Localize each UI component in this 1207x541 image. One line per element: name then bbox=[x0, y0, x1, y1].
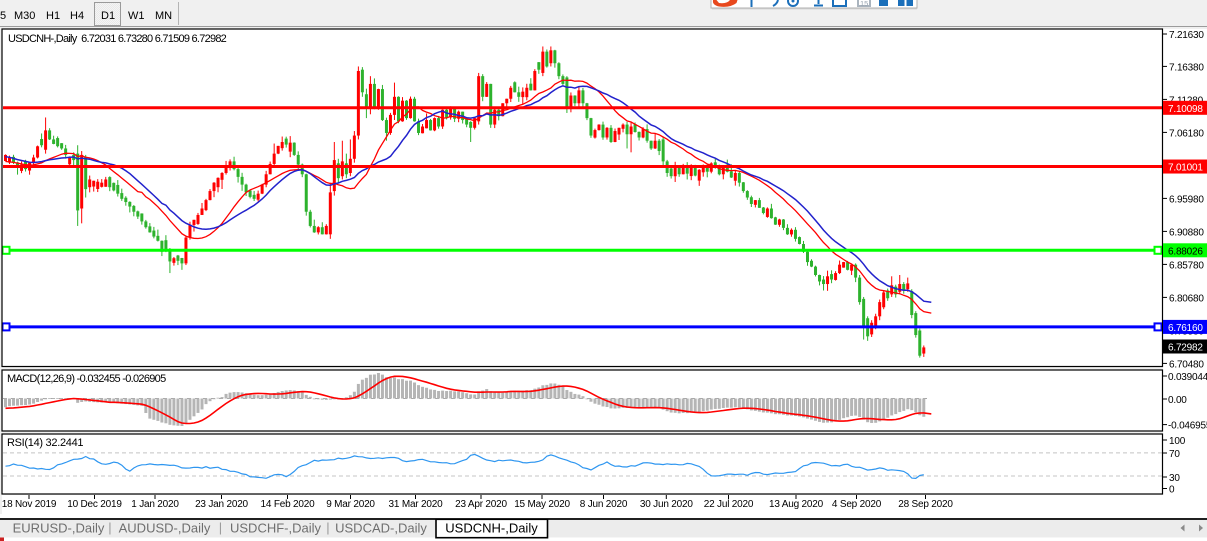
svg-text:6.90880: 6.90880 bbox=[1169, 227, 1204, 238]
svg-text:22 Jul 2020: 22 Jul 2020 bbox=[704, 499, 754, 510]
svg-text:EURUSD-,Daily: EURUSD-,Daily bbox=[13, 521, 105, 536]
svg-text:1 Jan 2020: 1 Jan 2020 bbox=[131, 499, 179, 510]
svg-text:14 Feb 2020: 14 Feb 2020 bbox=[261, 499, 316, 510]
svg-text:6.72982: 6.72982 bbox=[1168, 343, 1203, 354]
svg-text:0.039044: 0.039044 bbox=[1168, 372, 1207, 383]
svg-text:6.88026: 6.88026 bbox=[1168, 246, 1203, 257]
svg-text:7.10098: 7.10098 bbox=[1168, 104, 1203, 115]
svg-text:18 Nov 2019: 18 Nov 2019 bbox=[2, 499, 57, 510]
svg-text:USDCNH-,Daily: USDCNH-,Daily bbox=[445, 521, 538, 536]
svg-text:|: | bbox=[108, 520, 111, 535]
svg-text:23 Jan 2020: 23 Jan 2020 bbox=[195, 499, 248, 510]
svg-text:10 Dec 2019: 10 Dec 2019 bbox=[67, 499, 122, 510]
svg-text:M30: M30 bbox=[14, 10, 35, 22]
svg-text:30 Jun 2020: 30 Jun 2020 bbox=[640, 499, 693, 510]
svg-text:7.01001: 7.01001 bbox=[1168, 163, 1203, 174]
svg-text:100: 100 bbox=[1169, 436, 1186, 447]
svg-text:|: | bbox=[219, 520, 222, 535]
svg-text:7.06180: 7.06180 bbox=[1169, 128, 1204, 139]
svg-text:0.00: 0.00 bbox=[1168, 395, 1187, 406]
svg-text:70: 70 bbox=[1169, 449, 1180, 460]
svg-text:USDCHF-,Daily: USDCHF-,Daily bbox=[230, 521, 322, 536]
svg-text:4 Sep 2020: 4 Sep 2020 bbox=[832, 499, 882, 510]
svg-text:-0.046955: -0.046955 bbox=[1168, 421, 1207, 432]
svg-text:W1: W1 bbox=[128, 10, 145, 22]
svg-text:6.76160: 6.76160 bbox=[1168, 323, 1203, 334]
svg-text:28 Sep 2020: 28 Sep 2020 bbox=[898, 499, 953, 510]
svg-text:13 Aug 2020: 13 Aug 2020 bbox=[769, 499, 824, 510]
svg-text:H1: H1 bbox=[46, 10, 60, 22]
svg-text:MACD(12,26,9) -0.032455 -0.026: MACD(12,26,9) -0.032455 -0.026905 bbox=[7, 373, 166, 385]
svg-text:AUDUSD-,Daily: AUDUSD-,Daily bbox=[119, 521, 211, 536]
svg-text:15 May 2020: 15 May 2020 bbox=[514, 499, 570, 510]
svg-text:5: 5 bbox=[0, 10, 6, 22]
svg-text:|: | bbox=[326, 520, 329, 535]
svg-text:23 Apr 2020: 23 Apr 2020 bbox=[455, 499, 507, 510]
svg-text:6.85780: 6.85780 bbox=[1169, 260, 1204, 271]
svg-text:USDCAD-,Daily: USDCAD-,Daily bbox=[335, 521, 427, 536]
svg-text:31 Mar 2020: 31 Mar 2020 bbox=[389, 499, 444, 510]
svg-text:RSI(14) 32.2441: RSI(14) 32.2441 bbox=[7, 437, 83, 449]
svg-text:0: 0 bbox=[1169, 485, 1175, 496]
svg-text:MN: MN bbox=[155, 10, 172, 22]
svg-text:6.95980: 6.95980 bbox=[1169, 194, 1204, 205]
svg-text:D1: D1 bbox=[101, 10, 115, 22]
svg-text:30: 30 bbox=[1169, 473, 1180, 484]
svg-text:7.16380: 7.16380 bbox=[1169, 62, 1204, 73]
svg-text:7.21630: 7.21630 bbox=[1169, 30, 1204, 41]
svg-text:USDCNH-,Daily 6.72031 6.73280: USDCNH-,Daily 6.72031 6.73280 6.71509 6.… bbox=[8, 33, 227, 45]
svg-text:15: 15 bbox=[860, 0, 868, 8]
svg-text:6.80680: 6.80680 bbox=[1169, 293, 1204, 304]
svg-text:9 Mar 2020: 9 Mar 2020 bbox=[326, 499, 375, 510]
svg-text:H4: H4 bbox=[70, 10, 84, 22]
svg-text:8 Jun 2020: 8 Jun 2020 bbox=[580, 499, 628, 510]
svg-text:6.70480: 6.70480 bbox=[1169, 359, 1204, 370]
